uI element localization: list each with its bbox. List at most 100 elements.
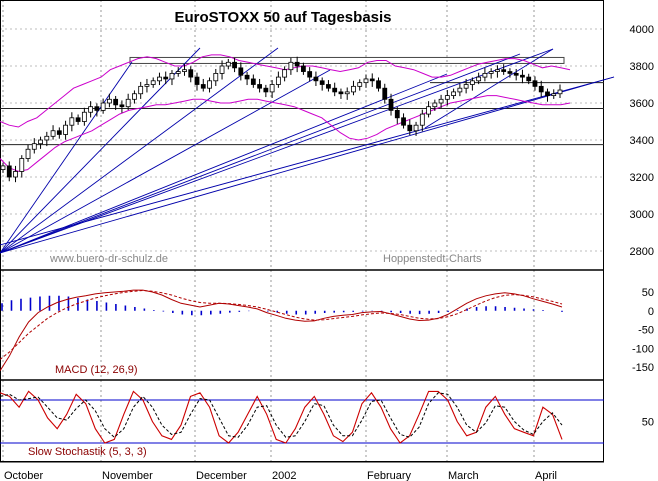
candle-body <box>119 104 125 108</box>
candle-body <box>263 87 269 93</box>
candle-body <box>213 73 219 82</box>
candle-body <box>19 158 25 172</box>
candle-body <box>106 98 112 104</box>
candle-body <box>501 69 507 72</box>
stochastic-tick-label: 50 <box>642 417 654 429</box>
candle-body <box>150 80 156 85</box>
candle-body <box>144 84 150 87</box>
x-tick-label: November <box>102 470 153 481</box>
fan-line <box>0 69 331 254</box>
candle-body <box>344 91 350 95</box>
bollinger-lower-line <box>0 95 571 172</box>
candle-body <box>44 135 50 141</box>
watermark-left: www.buero-dr-schulz.de <box>49 253 168 265</box>
candle-body <box>532 80 538 87</box>
resistance-band <box>129 56 565 64</box>
candle-body <box>382 87 388 100</box>
x-tick-label: March <box>448 470 479 481</box>
price-tick-label: 3000 <box>630 209 654 221</box>
macd-signal-line <box>0 289 563 360</box>
candle-body <box>182 69 187 72</box>
fan-line <box>0 61 133 254</box>
candle-body <box>75 117 81 122</box>
candle-body <box>275 76 281 85</box>
candle-body <box>488 71 494 74</box>
candle-body <box>113 98 119 106</box>
price-tick-label: 2800 <box>630 246 654 258</box>
candle-body <box>94 106 100 111</box>
candle-body <box>63 124 68 135</box>
price-tick-label: 4000 <box>630 24 654 36</box>
x-tick-label: April <box>535 470 557 481</box>
candle-body <box>332 87 338 93</box>
candle-body <box>407 124 413 132</box>
stochastic-d-line <box>0 392 563 438</box>
candle-body <box>194 76 200 85</box>
candle-body <box>163 76 169 80</box>
candle-body <box>238 67 244 76</box>
candle-body <box>69 117 75 126</box>
macd-tick-label: -100 <box>632 343 654 355</box>
candle-body <box>307 71 313 78</box>
candle-body <box>376 80 381 89</box>
candle-body <box>188 69 194 78</box>
x-tick-label: 2002 <box>272 470 296 481</box>
candle-body <box>232 61 237 69</box>
price-tick-label: 3800 <box>630 61 654 73</box>
candle-body <box>132 93 137 100</box>
candle-body <box>81 111 87 122</box>
candle-body <box>476 76 482 82</box>
candle-body <box>413 124 419 132</box>
candle-body <box>394 110 400 119</box>
candle-body <box>432 102 438 108</box>
x-tick-label: February <box>367 470 412 481</box>
candle-body <box>294 61 300 67</box>
candle-body <box>50 130 56 137</box>
fan-line <box>0 47 279 254</box>
candle-body <box>219 65 225 74</box>
candle-body <box>200 84 206 89</box>
candle-body <box>507 71 513 74</box>
candle-body <box>31 143 37 150</box>
watermark-right: Hoppenstedt-Charts <box>383 253 482 265</box>
candle-body <box>326 84 331 89</box>
candle-body <box>419 113 425 126</box>
trend-line <box>0 76 615 246</box>
candle-body <box>138 85 144 95</box>
macd-label: MACD (12, 26,9) <box>55 364 138 376</box>
fan-line <box>0 48 554 254</box>
price-tick-label: 3200 <box>630 172 654 184</box>
candle-body <box>557 89 563 95</box>
macd-tick-label: 0 <box>648 306 654 318</box>
fan-line <box>0 53 521 254</box>
candle-body <box>426 106 431 115</box>
x-tick-label: October <box>4 470 43 481</box>
candle-body <box>269 84 275 93</box>
price-tick-label: 3400 <box>630 135 654 147</box>
stochastic-label: Slow Stochastik (5, 3, 3) <box>28 446 147 458</box>
fan-line <box>0 73 448 254</box>
candle-body <box>125 98 131 108</box>
candle-body <box>401 117 406 126</box>
candle-body <box>175 71 181 74</box>
candle-body <box>301 65 306 72</box>
candle-body <box>388 98 394 111</box>
macd-tick-label: 50 <box>642 287 654 299</box>
candle-body <box>88 106 94 113</box>
candle-body <box>444 95 450 100</box>
candle-body <box>451 91 457 97</box>
macd-line <box>0 289 563 372</box>
candle-body <box>225 61 231 67</box>
candle-body <box>469 80 475 85</box>
macd-tick-label: -150 <box>632 362 654 374</box>
trend-line <box>424 48 554 129</box>
candle-body <box>0 165 6 170</box>
candle-body <box>313 76 319 82</box>
candle-body <box>100 102 106 111</box>
candle-body <box>6 165 12 178</box>
candle-body <box>363 78 369 84</box>
candle-body <box>538 85 544 93</box>
candle-body <box>520 74 525 78</box>
